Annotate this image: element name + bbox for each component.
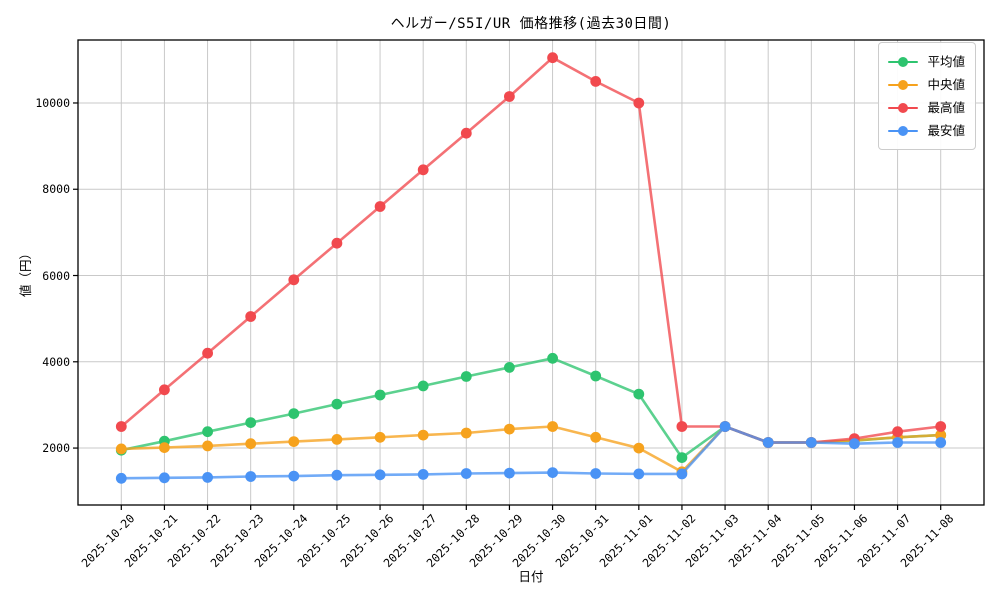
data-point-最高値 <box>892 426 903 438</box>
data-point-最安値 <box>417 469 429 480</box>
data-point-最安値 <box>288 470 300 482</box>
data-point-平均値 <box>633 388 645 400</box>
legend-item-中央値: 中央値 <box>888 73 965 96</box>
plot-area <box>73 39 985 510</box>
legend-label: 中央値 <box>927 76 965 92</box>
data-point-中央値 <box>288 436 300 447</box>
legend-marker-icon <box>888 56 919 68</box>
data-point-平均値 <box>504 362 515 373</box>
data-point-最安値 <box>460 468 472 479</box>
legend-marker-icon <box>888 79 919 91</box>
data-point-最安値 <box>547 467 558 478</box>
data-point-最安値 <box>762 437 774 448</box>
data-point-最高値 <box>935 421 947 432</box>
data-point-中央値 <box>460 427 472 439</box>
data-point-最高値 <box>159 384 170 396</box>
data-point-平均値 <box>374 389 386 401</box>
data-point-最高値 <box>374 201 386 212</box>
series-line-中央値 <box>121 425 941 474</box>
data-point-中央値 <box>159 442 170 453</box>
data-point-最高値 <box>504 91 515 102</box>
data-point-最高値 <box>417 164 429 176</box>
data-point-平均値 <box>245 417 257 428</box>
chart-canvas <box>73 39 985 510</box>
data-point-最高値 <box>460 127 472 139</box>
data-point-最安値 <box>374 469 386 481</box>
data-point-最安値 <box>805 437 817 448</box>
legend-label: 最安値 <box>927 122 965 138</box>
legend-label: 最高値 <box>927 99 965 115</box>
data-point-中央値 <box>590 431 602 443</box>
data-point-中央値 <box>935 429 947 441</box>
series-line-最高値 <box>120 56 941 444</box>
data-point-最高値 <box>547 52 558 64</box>
legend-marker-icon <box>888 125 919 137</box>
data-point-平均値 <box>417 380 429 392</box>
y-tick-label: 6000 <box>42 268 70 283</box>
data-point-最安値 <box>633 468 645 480</box>
data-point-最安値 <box>504 467 515 479</box>
data-point-最安値 <box>892 437 903 448</box>
data-point-最安値 <box>719 421 731 432</box>
data-point-平均値 <box>460 371 472 382</box>
y-tick-label: 2000 <box>42 441 70 456</box>
legend-item-最安値: 最安値 <box>888 119 965 142</box>
data-point-最高値 <box>202 347 213 359</box>
series-line-最安値 <box>121 425 941 480</box>
legend-item-最高値: 最高値 <box>888 96 965 119</box>
data-point-中央値 <box>115 443 127 455</box>
data-point-中央値 <box>202 440 213 452</box>
y-tick-label: 10000 <box>35 95 70 110</box>
data-point-最安値 <box>590 468 602 479</box>
legend-marker-icon <box>888 102 919 114</box>
data-point-最高値 <box>676 421 688 432</box>
y-tick-label: 4000 <box>42 354 70 369</box>
data-point-最安値 <box>159 472 170 484</box>
data-point-最高値 <box>590 76 602 87</box>
data-point-最安値 <box>202 472 213 483</box>
legend-item-平均値: 平均値 <box>888 50 965 73</box>
data-point-最高値 <box>633 97 645 109</box>
axes-spines <box>77 39 985 506</box>
data-point-最高値 <box>331 237 343 249</box>
data-point-最高値 <box>288 274 300 286</box>
data-point-平均値 <box>202 426 213 438</box>
legend: 平均値中央値最高値最安値 <box>878 42 976 150</box>
legend-label: 平均値 <box>927 53 965 69</box>
data-point-最高値 <box>245 311 257 322</box>
data-point-最安値 <box>331 469 343 481</box>
data-point-中央値 <box>245 438 257 450</box>
chart-title: ヘルガー/S5I/UR 価格推移(過去30日間) <box>390 16 672 32</box>
data-point-最安値 <box>245 471 257 482</box>
data-point-最安値 <box>935 437 947 448</box>
data-point-平均値 <box>590 370 602 382</box>
data-point-最安値 <box>115 472 127 484</box>
data-point-中央値 <box>331 434 343 445</box>
x-axis-label: 日付 <box>518 569 544 584</box>
data-point-中央値 <box>417 429 429 441</box>
data-point-中央値 <box>547 421 558 432</box>
data-point-中央値 <box>633 442 645 454</box>
data-point-平均値 <box>331 398 343 410</box>
data-point-平均値 <box>547 352 558 364</box>
data-point-最安値 <box>849 438 860 450</box>
data-point-最高値 <box>115 421 127 432</box>
y-tick-label: 8000 <box>42 182 70 197</box>
data-point-平均値 <box>676 452 688 463</box>
data-point-最安値 <box>676 468 688 480</box>
data-point-中央値 <box>504 423 515 435</box>
data-point-平均値 <box>288 408 300 419</box>
data-point-中央値 <box>374 431 386 443</box>
